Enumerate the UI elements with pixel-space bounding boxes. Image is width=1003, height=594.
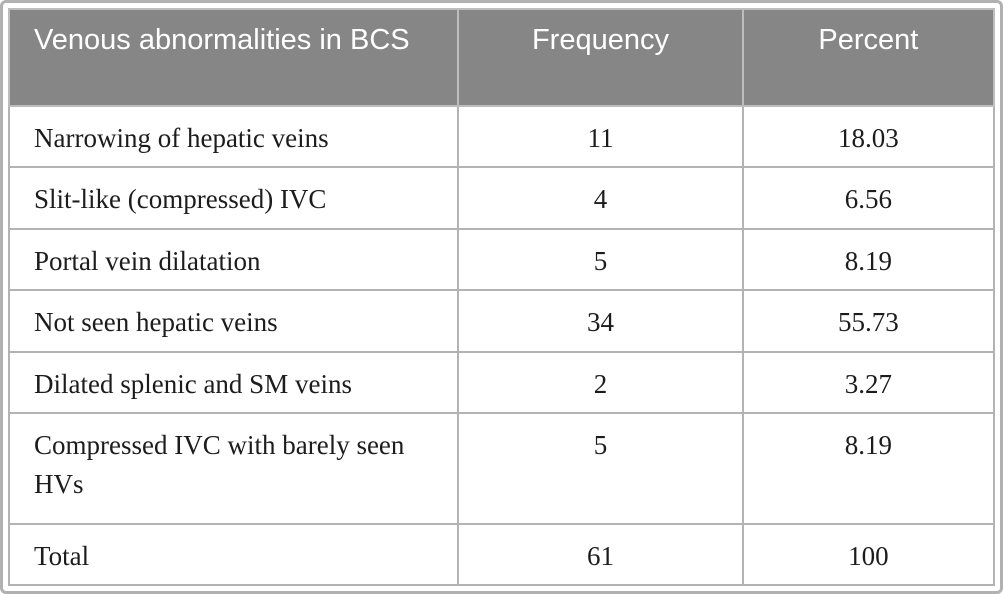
percent-cell: 8.19 — [741, 412, 996, 525]
total-label-cell: Total — [7, 522, 460, 587]
column-header-frequency: Frequency — [457, 8, 744, 107]
table-row: Portal vein dilatation 5 8.19 — [7, 227, 996, 292]
column-header-percent: Percent — [741, 8, 996, 107]
venous-abnormalities-table: Venous abnormalities in BCS Frequency Pe… — [7, 8, 996, 587]
row-label-cell: Narrowing of hepatic veins — [7, 104, 460, 169]
total-percent-cell: 100 — [741, 522, 996, 587]
percent-cell: 18.03 — [741, 104, 996, 169]
frequency-cell: 2 — [457, 350, 744, 415]
table-total-row: Total 61 100 — [7, 522, 996, 587]
frequency-cell: 5 — [457, 412, 744, 525]
row-label-cell: Dilated splenic and SM veins — [7, 350, 460, 415]
frequency-cell: 11 — [457, 104, 744, 169]
percent-cell: 6.56 — [741, 166, 996, 230]
row-label-cell: Not seen hepatic veins — [7, 289, 460, 353]
table-row: Compressed IVC with barely seen HVs 5 8.… — [7, 412, 996, 525]
row-label-cell: Slit-like (compressed) IVC — [7, 166, 460, 230]
total-frequency-cell: 61 — [457, 522, 744, 587]
percent-cell: 3.27 — [741, 350, 996, 415]
table-row: Slit-like (compressed) IVC 4 6.56 — [7, 166, 996, 230]
percent-cell: 55.73 — [741, 289, 996, 353]
column-header-label: Venous abnormalities in BCS — [7, 8, 460, 107]
frequency-cell: 4 — [457, 166, 744, 230]
row-label-cell: Portal vein dilatation — [7, 227, 460, 292]
table-row: Narrowing of hepatic veins 11 18.03 — [7, 104, 996, 169]
table-row: Dilated splenic and SM veins 2 3.27 — [7, 350, 996, 415]
row-label-cell: Compressed IVC with barely seen HVs — [7, 412, 460, 525]
frequency-cell: 34 — [457, 289, 744, 353]
frequency-cell: 5 — [457, 227, 744, 292]
table-header-row: Venous abnormalities in BCS Frequency Pe… — [7, 8, 996, 107]
table-row: Not seen hepatic veins 34 55.73 — [7, 289, 996, 353]
percent-cell: 8.19 — [741, 227, 996, 292]
